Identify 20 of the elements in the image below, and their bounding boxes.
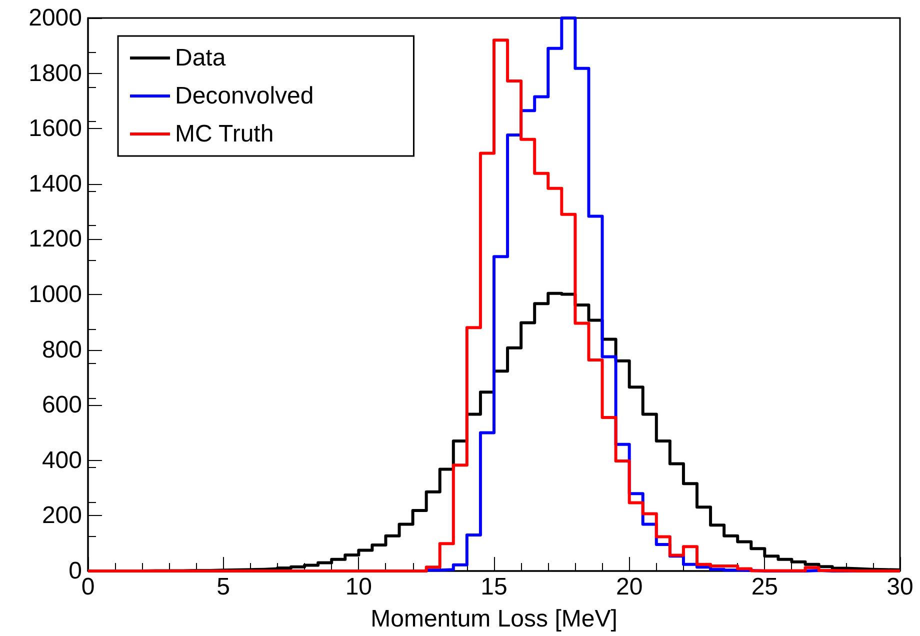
y-tick-label: 2000 xyxy=(28,4,82,32)
x-tick-label: 20 xyxy=(616,574,643,600)
y-tick-label: 1800 xyxy=(28,60,82,87)
y-tick-label: 1200 xyxy=(28,226,82,253)
y-tick-label: 1600 xyxy=(28,115,82,142)
x-tick-label: 5 xyxy=(216,574,230,600)
legend-label: Deconvolved xyxy=(175,82,314,110)
y-tick-label: 1400 xyxy=(28,170,82,198)
y-tick-label: 400 xyxy=(42,446,82,474)
legend-label: Data xyxy=(175,44,226,72)
x-tick-label: 15 xyxy=(480,574,508,600)
y-tick-label: 800 xyxy=(42,336,82,364)
x-tick-label: 30 xyxy=(886,574,914,600)
x-tick-label: 10 xyxy=(345,574,372,600)
y-tick-label: 1000 xyxy=(28,281,82,308)
x-axis-title: Momentum Loss [MeV] xyxy=(370,606,618,632)
x-tick-label: 25 xyxy=(751,574,778,600)
y-tick-label: 200 xyxy=(42,502,82,530)
y-tick-label: 600 xyxy=(42,392,82,419)
legend-label: MC Truth xyxy=(175,120,274,148)
